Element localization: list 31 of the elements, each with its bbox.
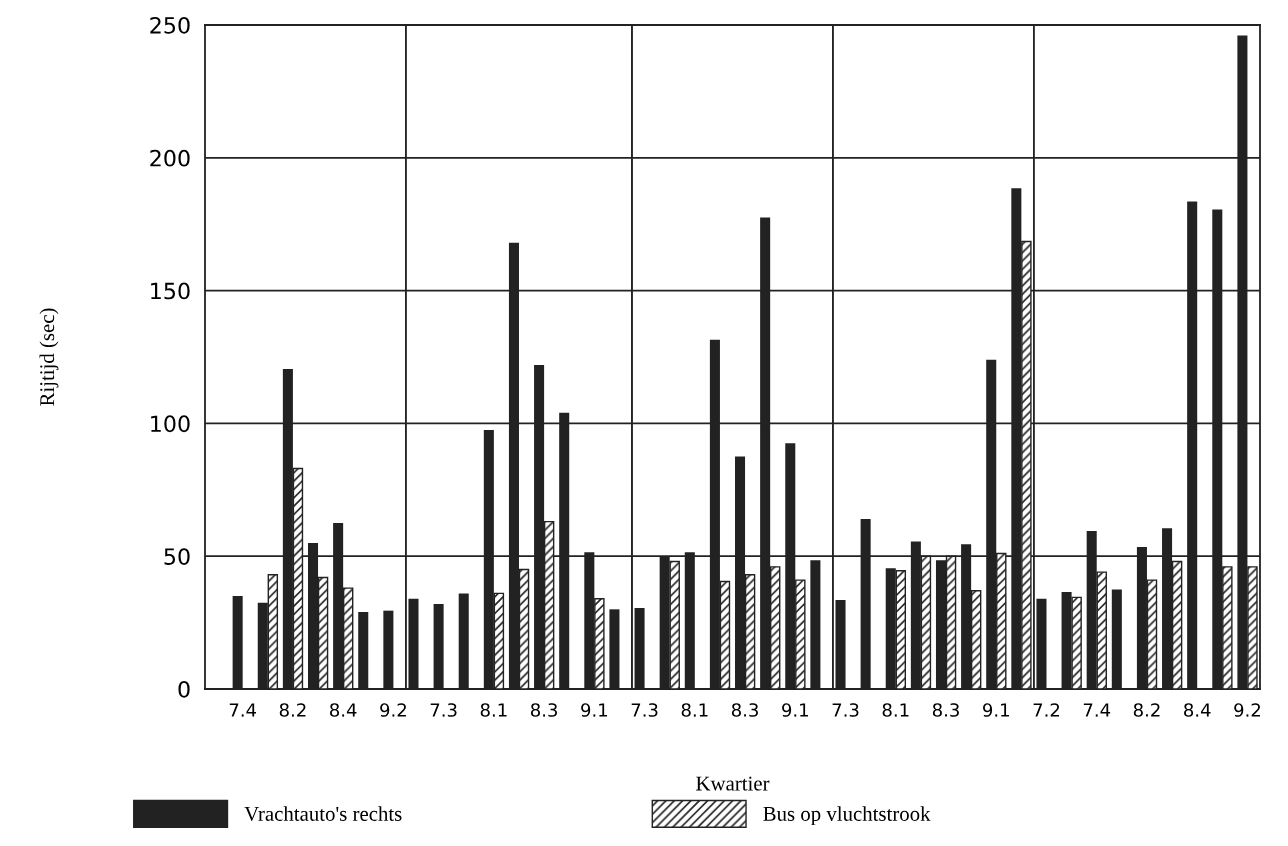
legend-label: Vrachtauto's rechts	[244, 806, 402, 821]
x-tick-label: 7.3	[832, 703, 859, 717]
legend-label: Bus op vluchtstrook	[763, 806, 931, 826]
y-tick-label: 200	[150, 149, 190, 167]
x-tick-label: 7.4	[229, 703, 257, 717]
x-tick-label: 7.4	[1083, 703, 1111, 717]
x-tick-label: 8.2	[1133, 703, 1160, 717]
x-tick-label: 8.1	[882, 703, 909, 717]
x-axis-title: Kwartier	[696, 776, 770, 791]
x-tick-label: 9.2	[1234, 703, 1260, 717]
y-tick-label: 250	[150, 16, 190, 34]
y-tick-label: 100	[151, 415, 190, 433]
x-tick-label: 8.1	[480, 703, 507, 717]
x-tick-label: 9.1	[983, 703, 1009, 717]
x-tick-label: 8.3	[932, 703, 959, 717]
y-tick-label: 150	[151, 282, 190, 300]
x-tick-label: 9.1	[581, 703, 608, 717]
x-tick-label: 7.3	[631, 703, 658, 717]
x-tick-label: 8.4	[1184, 703, 1211, 717]
x-tick-label: 7.2	[1033, 703, 1060, 717]
y-tick-label: 50	[164, 548, 190, 565]
y-axis-title: Rijtijd (sec)	[39, 308, 59, 406]
x-tick-label: 8.3	[530, 703, 558, 717]
x-tick-label: 8.1	[681, 703, 708, 717]
y-tick-label: 0	[178, 680, 190, 698]
x-tick-label: 8.3	[731, 703, 758, 717]
x-tick-label: 7.3	[430, 703, 457, 717]
x-tick-label: 8.2	[279, 703, 306, 717]
x-tick-label: 9.1	[782, 703, 808, 717]
x-tick-label: 9.2	[380, 703, 406, 717]
x-tick-label: 8.4	[330, 703, 357, 717]
